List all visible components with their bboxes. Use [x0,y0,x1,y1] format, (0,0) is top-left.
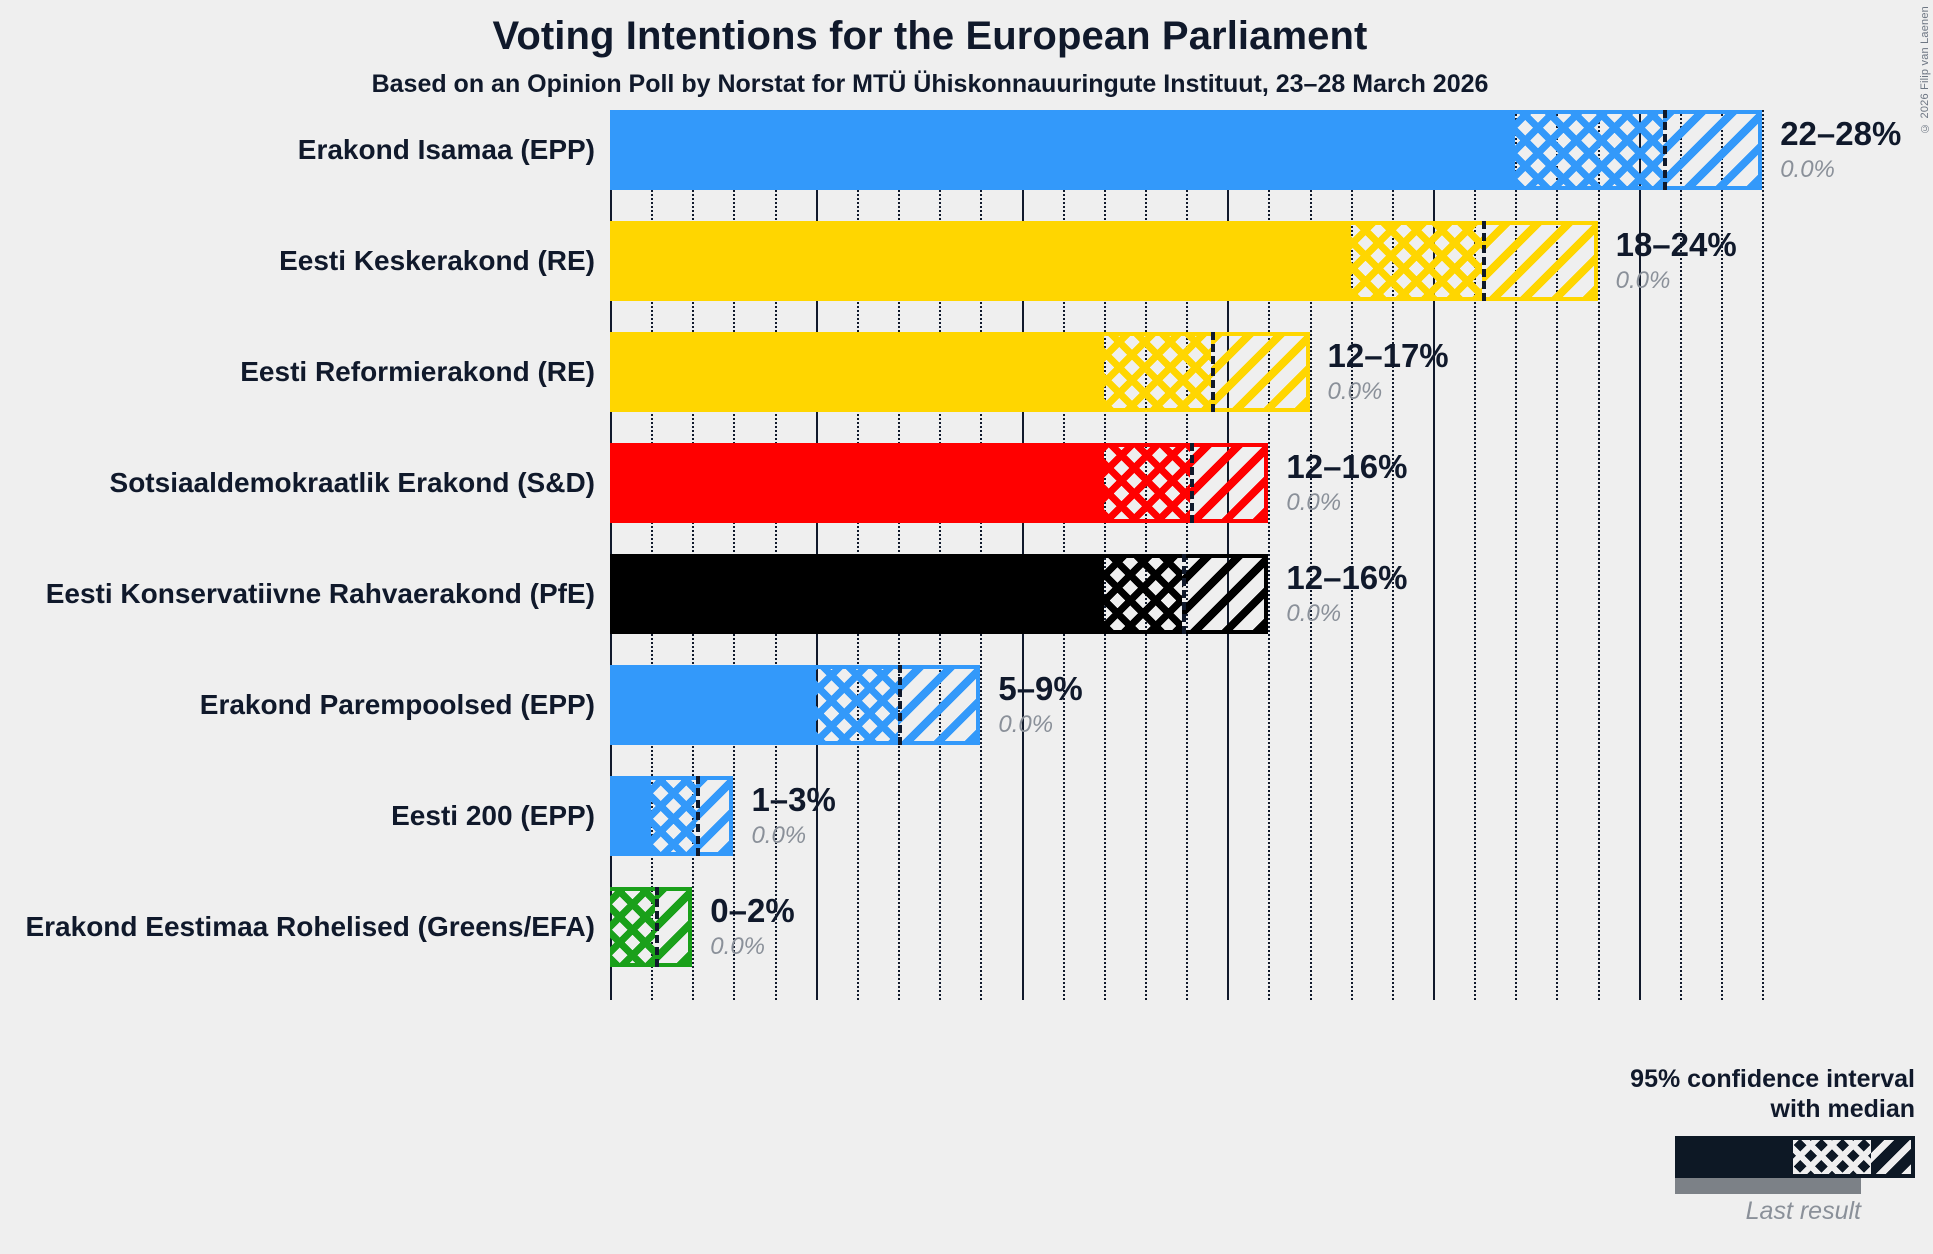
confidence-interval-bar [610,665,981,745]
party-label: Eesti Keskerakond (RE) [279,245,595,276]
party-label: Erakond Eestimaa Rohelised (Greens/EFA) [25,911,595,942]
confidence-interval-bar [610,887,693,967]
bar-solid-segment [610,554,1104,634]
range-label: 5–9% [998,670,1083,707]
bar-diagonal-segment [696,776,734,856]
legend-line-1: 95% confidence interval [1630,1065,1915,1093]
bar-diagonal-segment [1210,332,1310,412]
confidence-interval-bar [610,221,1598,301]
last-result-label: 0.0% [998,711,1054,738]
bar-crosshatch-segment [1350,221,1483,301]
range-label: 12–16% [1286,448,1408,485]
confidence-interval-bar [610,776,734,856]
bar-solid-segment [610,443,1104,523]
bar-row: Eesti 200 (EPP) 1–3% 0.0% [391,776,1790,856]
median-marker [1482,221,1487,301]
legend-ci-swatch [1675,1136,1915,1178]
bar-crosshatch-segment [651,776,697,856]
last-result-label: 0.0% [1327,378,1383,405]
median-marker [655,887,660,967]
median-marker [1210,332,1215,412]
legend: 95% confidence interval with median Last… [1575,1065,1915,1226]
range-label: 12–16% [1286,559,1408,596]
legend-last-result-label: Last result [1745,1197,1861,1225]
last-result-label: 0.0% [1286,600,1342,627]
bar-diagonal-segment [1663,110,1763,190]
bar-diagonal-segment [1190,443,1269,523]
bar-solid-segment [610,776,652,856]
bar-crosshatch-segment [1103,443,1191,523]
bar-crosshatch-segment [815,665,899,745]
party-label: Eesti 200 (EPP) [391,800,595,831]
bar-solid-segment [610,110,1516,190]
bar-row: Erakond Isamaa (EPP) 22–28% 0.0% [298,110,1901,190]
last-result-label: 0.0% [1615,267,1671,294]
bar-solid-segment [610,665,816,745]
bar-row: Sotsiaaldemokraatlik Erakond (S&D) 12–16%… [110,443,1790,523]
party-label: Eesti Konservatiivne Rahvaerakond (PfE) [45,578,595,609]
confidence-interval-bar [610,332,1310,412]
median-marker [1181,554,1186,634]
confidence-interval-bar [610,110,1763,190]
bar-diagonal-segment [1181,554,1269,634]
median-marker [898,665,903,745]
bar-diagonal-segment [655,887,693,967]
party-label: Eesti Reformierakond (RE) [240,356,595,387]
bar-crosshatch-segment [1515,110,1664,190]
legend-diagonal-swatch [1871,1140,1911,1174]
party-label: Erakond Isamaa (EPP) [297,134,595,165]
bar-crosshatch-segment [1103,332,1211,412]
legend-line-2: with median [1770,1094,1915,1123]
bar-row: Eesti Keskerakond (RE) 18–24% 0.0% [279,221,1790,301]
bar-solid-segment [610,221,1351,301]
range-label: 22–28% [1780,115,1902,152]
last-result-label: 0.0% [710,933,765,960]
bar-row: Erakond Eestimaa Rohelised (Greens/EFA) 0… [25,887,1790,967]
median-marker [696,776,701,856]
bar-solid-segment [610,332,1104,412]
party-label: Sotsiaaldemokraatlik Erakond (S&D) [109,467,595,498]
last-result-label: 0.0% [751,822,807,849]
confidence-interval-bar [610,554,1269,634]
bar-row: Eesti Konservatiivne Rahvaerakond (PfE) 1… [46,554,1790,634]
page-title: Voting Intentions for the European Parli… [492,14,1368,58]
legend-crosshatch-swatch [1793,1140,1871,1174]
range-label: 0–2% [710,892,795,929]
bar-row: Eesti Reformierakond (RE) 12–17% 0.0% [240,332,1790,412]
median-marker [1663,110,1668,190]
bar-crosshatch-segment [1103,554,1182,634]
median-marker [1190,443,1195,523]
legend-last-result-swatch [1675,1178,1861,1194]
last-result-label: 0.0% [1780,156,1835,183]
range-label: 12–17% [1327,337,1449,374]
confidence-interval-bar [610,443,1269,523]
party-label: Erakond Parempoolsed (EPP) [199,689,595,720]
plot-area: Erakond Isamaa (EPP) 22–28% 0.0% Eesti Kesk… [25,110,1901,1000]
bar-diagonal-segment [898,665,981,745]
range-label: 1–3% [751,781,836,818]
bar-diagonal-segment [1482,221,1598,301]
bar-crosshatch-segment [610,887,656,967]
copyright-notice: © 2026 Filip van Laenen [1919,6,1931,134]
range-label: 18–24% [1615,226,1737,263]
page-subtitle: Based on an Opinion Poll by Norstat for … [371,70,1489,98]
last-result-label: 0.0% [1286,489,1342,516]
bar-row: Erakond Parempoolsed (EPP) 5–9% 0.0% [200,665,1790,745]
